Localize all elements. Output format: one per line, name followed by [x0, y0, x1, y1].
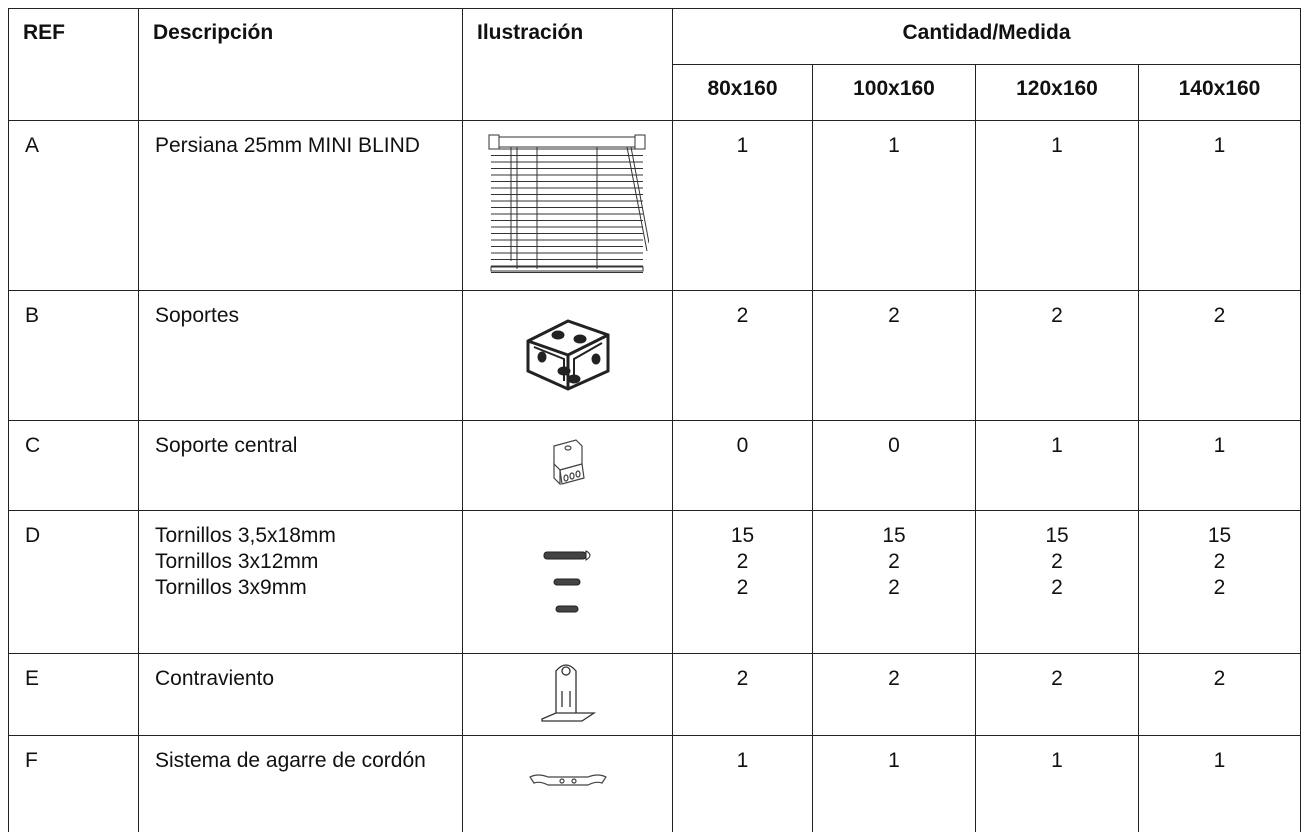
- quantity-value: 1: [1051, 134, 1063, 157]
- header-size: 80x160: [672, 64, 813, 121]
- ref: D: [8, 510, 139, 654]
- quantity-value: 2: [1213, 576, 1226, 599]
- quantity: 2: [1138, 290, 1301, 421]
- quantity: 2: [812, 653, 976, 736]
- quantity-value: 2: [736, 550, 749, 573]
- description: Sistema de agarre de cordón: [138, 735, 463, 832]
- quantity-value: 1: [888, 749, 900, 772]
- parts-table: REF Descripción Ilustración Cantidad/Med…: [8, 8, 1301, 832]
- quantity-value: 2: [1051, 576, 1063, 599]
- description-line: Persiana 25mm MINI BLIND: [155, 134, 420, 157]
- quantity: 1: [672, 120, 813, 291]
- quantity: 1: [975, 735, 1139, 832]
- quantity-value: 1: [1051, 749, 1063, 772]
- quantity-value: 15: [882, 524, 906, 547]
- description: Tornillos 3,5x18mm Tornillos 3x12mm Tornil…: [138, 510, 463, 654]
- quantity: 0: [812, 420, 976, 511]
- quantity-value: 1: [888, 134, 900, 157]
- quantity: 15 2 2: [672, 510, 813, 654]
- quantity: 0: [672, 420, 813, 511]
- row: F Sistema de agarre de cordón 1 1 1 1: [8, 735, 1301, 832]
- quantity-value: 2: [736, 667, 749, 690]
- illustration: [462, 420, 673, 511]
- header-ref: REF: [8, 8, 139, 121]
- quantity: 1: [672, 735, 813, 832]
- quantity-value: 15: [1045, 524, 1069, 547]
- quantity: 1: [812, 120, 976, 291]
- header-size: 100x160: [812, 64, 976, 121]
- quantity-value: 15: [1207, 524, 1232, 547]
- description-line: Contraviento: [155, 667, 275, 690]
- quantity: 2: [672, 653, 813, 736]
- quantity-value: 2: [1051, 667, 1063, 690]
- quantity-value: 0: [736, 434, 749, 457]
- quantity-value: 2: [1213, 304, 1226, 327]
- ref: C: [8, 420, 139, 511]
- row: D Tornillos 3,5x18mm Tornillos 3x12mm Torni…: [8, 510, 1301, 654]
- quantity-value: 2: [1213, 667, 1226, 690]
- quantity-value: 2: [1051, 550, 1063, 573]
- description-line: Soportes: [155, 304, 240, 327]
- row: A Persiana 25mm MINI BLIND 1 1 1 1: [8, 120, 1301, 291]
- quantity: 2: [672, 290, 813, 421]
- header-size: 140x160: [1138, 64, 1301, 121]
- header-description: Descripción: [138, 8, 463, 121]
- description-line: Tornillos 3x9mm: [155, 576, 307, 599]
- quantity-value: 2: [888, 550, 900, 573]
- description-line: Sistema de agarre de cordón: [155, 749, 426, 772]
- illustration: [462, 735, 673, 832]
- illustration: [462, 510, 673, 654]
- quantity: 1: [1138, 735, 1301, 832]
- row: B Soportes 2 2 2 2: [8, 290, 1301, 421]
- ref: E: [8, 653, 139, 736]
- quantity-value: 1: [1213, 134, 1226, 157]
- quantity: 2: [812, 290, 976, 421]
- quantity-value: 2: [1213, 550, 1226, 573]
- quantity: 1: [975, 420, 1139, 511]
- quantity: 2: [1138, 653, 1301, 736]
- quantity: 1: [812, 735, 976, 832]
- row: C Soporte central 0 0 1 1: [8, 420, 1301, 511]
- quantity-value: 2: [736, 304, 749, 327]
- quantity-value: 2: [736, 576, 749, 599]
- description: Persiana 25mm MINI BLIND: [138, 120, 463, 291]
- quantity: 15 2 2: [812, 510, 976, 654]
- quantity-value: 1: [1213, 749, 1226, 772]
- ref: F: [8, 735, 139, 832]
- description-line: Soporte central: [155, 434, 298, 457]
- illustration: [462, 653, 673, 736]
- quantity-value: 15: [730, 524, 755, 547]
- quantity: 2: [975, 290, 1139, 421]
- quantity-value: 2: [888, 667, 900, 690]
- ref: A: [8, 120, 139, 291]
- quantity-value: 2: [888, 576, 900, 599]
- ref: B: [8, 290, 139, 421]
- quantity-value: 1: [736, 749, 749, 772]
- quantity: 1: [975, 120, 1139, 291]
- quantity: 15 2 2: [1138, 510, 1301, 654]
- quantity-value: 2: [888, 304, 900, 327]
- header-quantity: Cantidad/Medida: [672, 8, 1301, 65]
- quantity-value: 1: [736, 134, 749, 157]
- quantity-value: 0: [888, 434, 900, 457]
- quantity-value: 2: [1051, 304, 1063, 327]
- description: Contraviento: [138, 653, 463, 736]
- quantity: 15 2 2: [975, 510, 1139, 654]
- description: Soporte central: [138, 420, 463, 511]
- quantity: 1: [1138, 420, 1301, 511]
- quantity: 2: [975, 653, 1139, 736]
- row: E Contraviento 2 2 2 2: [8, 653, 1301, 736]
- description: Soportes: [138, 290, 463, 421]
- illustration: [462, 290, 673, 421]
- quantity: 1: [1138, 120, 1301, 291]
- quantity-value: 1: [1213, 434, 1226, 457]
- header-size: 120x160: [975, 64, 1139, 121]
- description-line: Tornillos 3,5x18mm: [155, 524, 336, 547]
- quantity-value: 1: [1051, 434, 1063, 457]
- illustration: [462, 120, 673, 291]
- description-line: Tornillos 3x12mm: [155, 550, 319, 573]
- header-illustration: Ilustración: [462, 8, 673, 121]
